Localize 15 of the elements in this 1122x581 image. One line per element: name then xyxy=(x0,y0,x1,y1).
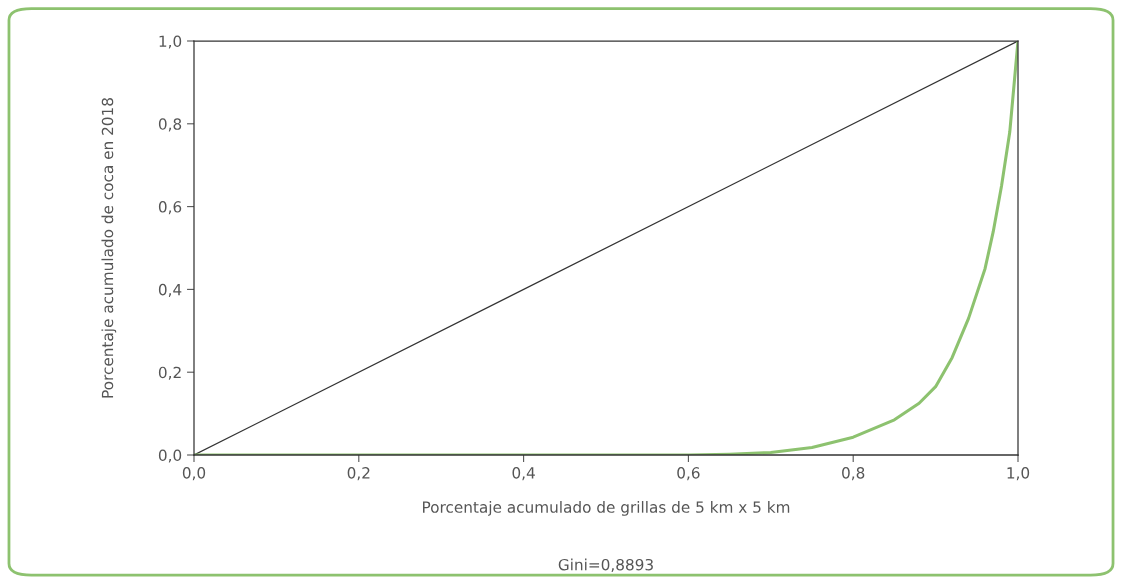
x-tick-label: 0,2 xyxy=(347,467,370,481)
x-tick-label: 1,0 xyxy=(1007,467,1030,481)
y-tick-label: 0,8 xyxy=(158,118,182,132)
y-tick-label: 0,4 xyxy=(158,283,182,297)
y-tick-label: 0,2 xyxy=(158,366,181,380)
x-tick-label: 0,8 xyxy=(842,467,865,481)
x-axis-title: Porcentaje acumulado de grillas de 5 km x 5 km xyxy=(423,501,790,516)
text: Gini=0,8893 xyxy=(558,558,653,572)
x-tick-label: 0,6 xyxy=(677,467,700,481)
y-tick-label: 0,6 xyxy=(158,201,182,215)
y-tick-label: 0,0 xyxy=(158,449,182,463)
x-tick-label: 0,4 xyxy=(512,467,535,481)
y-tick-label: 1,0 xyxy=(159,35,182,49)
x-tick-label: 0,0 xyxy=(182,467,206,481)
y-axis-title: Porcentaje acumulado de coca en 2018 xyxy=(101,98,117,398)
